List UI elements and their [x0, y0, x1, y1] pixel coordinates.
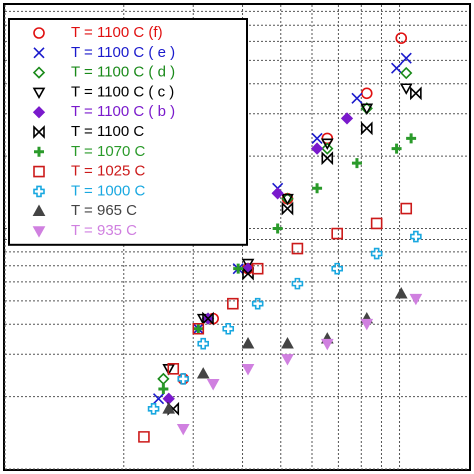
data-point [192, 322, 205, 335]
data-point [147, 402, 160, 415]
data-point [320, 138, 334, 151]
data-point [271, 187, 284, 200]
legend-label: T = 935 C [71, 222, 137, 239]
data-point [360, 103, 374, 115]
data-point [312, 183, 323, 194]
data-point [197, 337, 210, 350]
data-point [193, 323, 204, 334]
data-point [410, 86, 422, 101]
legend-marker [33, 165, 45, 178]
data-point [233, 263, 244, 274]
legend-marker [33, 125, 45, 139]
data-point [206, 379, 220, 391]
data-point [241, 337, 255, 349]
legend-label: T = 1100 C [71, 123, 144, 140]
data-point [395, 32, 408, 44]
data-point [360, 318, 374, 331]
legend-label: T = 1100 C ( e ) [71, 44, 175, 61]
data-point [406, 133, 417, 144]
legend-marker [34, 146, 44, 157]
data-point [370, 217, 383, 230]
data-point [251, 297, 264, 310]
data-point [291, 277, 304, 290]
legend-box [8, 18, 248, 246]
data-point [227, 297, 239, 310]
data-point [360, 87, 373, 100]
data-point [320, 338, 334, 351]
legend-marker [32, 66, 46, 79]
data-point [370, 247, 383, 260]
data-point [251, 262, 264, 275]
data-point [400, 66, 413, 80]
data-point [311, 132, 323, 144]
data-point [138, 431, 150, 443]
legend-label: T = 965 C [71, 202, 137, 219]
data-point [391, 143, 402, 154]
data-point [281, 201, 294, 216]
legend-label: T = 1100 C ( c ) [71, 83, 174, 100]
data-point [340, 112, 354, 125]
data-point [321, 151, 334, 166]
data-point [310, 142, 324, 155]
legend-marker [32, 204, 46, 216]
legend-label: T = 1100 C (f) [71, 24, 163, 41]
legend-marker [32, 106, 46, 119]
data-point [272, 223, 283, 234]
legend-marker [32, 226, 46, 238]
data-point [167, 363, 180, 375]
data-point [202, 311, 214, 326]
data-point [162, 402, 176, 414]
data-point [241, 258, 255, 271]
data-point [399, 83, 413, 95]
data-point [281, 354, 294, 366]
data-point [394, 286, 408, 299]
data-point [152, 393, 165, 405]
legend-marker [33, 47, 45, 59]
data-point [360, 121, 373, 136]
data-point [400, 52, 412, 64]
data-point [410, 230, 422, 243]
data-point [196, 367, 210, 379]
legend-label: T = 1100 C ( b ) [71, 103, 175, 120]
legend-label: T = 1000 C [71, 182, 146, 199]
legend-marker [33, 27, 45, 39]
legend-marker [33, 185, 45, 198]
data-point [241, 364, 255, 376]
data-point [331, 262, 343, 275]
data-point [391, 62, 403, 74]
data-point [157, 372, 170, 386]
legend-label: T = 1070 C [71, 143, 146, 160]
data-point [351, 92, 363, 104]
data-point [331, 227, 343, 240]
data-point [409, 293, 423, 306]
data-point [207, 312, 219, 325]
legend-marker [32, 87, 46, 100]
legend-label: T = 1025 C [71, 163, 146, 180]
data-point [222, 322, 235, 335]
data-point [281, 193, 294, 206]
data-point [400, 202, 413, 215]
data-point [291, 242, 304, 255]
data-point [351, 158, 362, 169]
data-point [158, 384, 169, 395]
data-point [321, 142, 334, 155]
data-point [177, 373, 190, 385]
data-point [176, 423, 190, 436]
legend-label: T = 1100 C ( d ) [71, 64, 175, 81]
data-point [281, 337, 294, 349]
